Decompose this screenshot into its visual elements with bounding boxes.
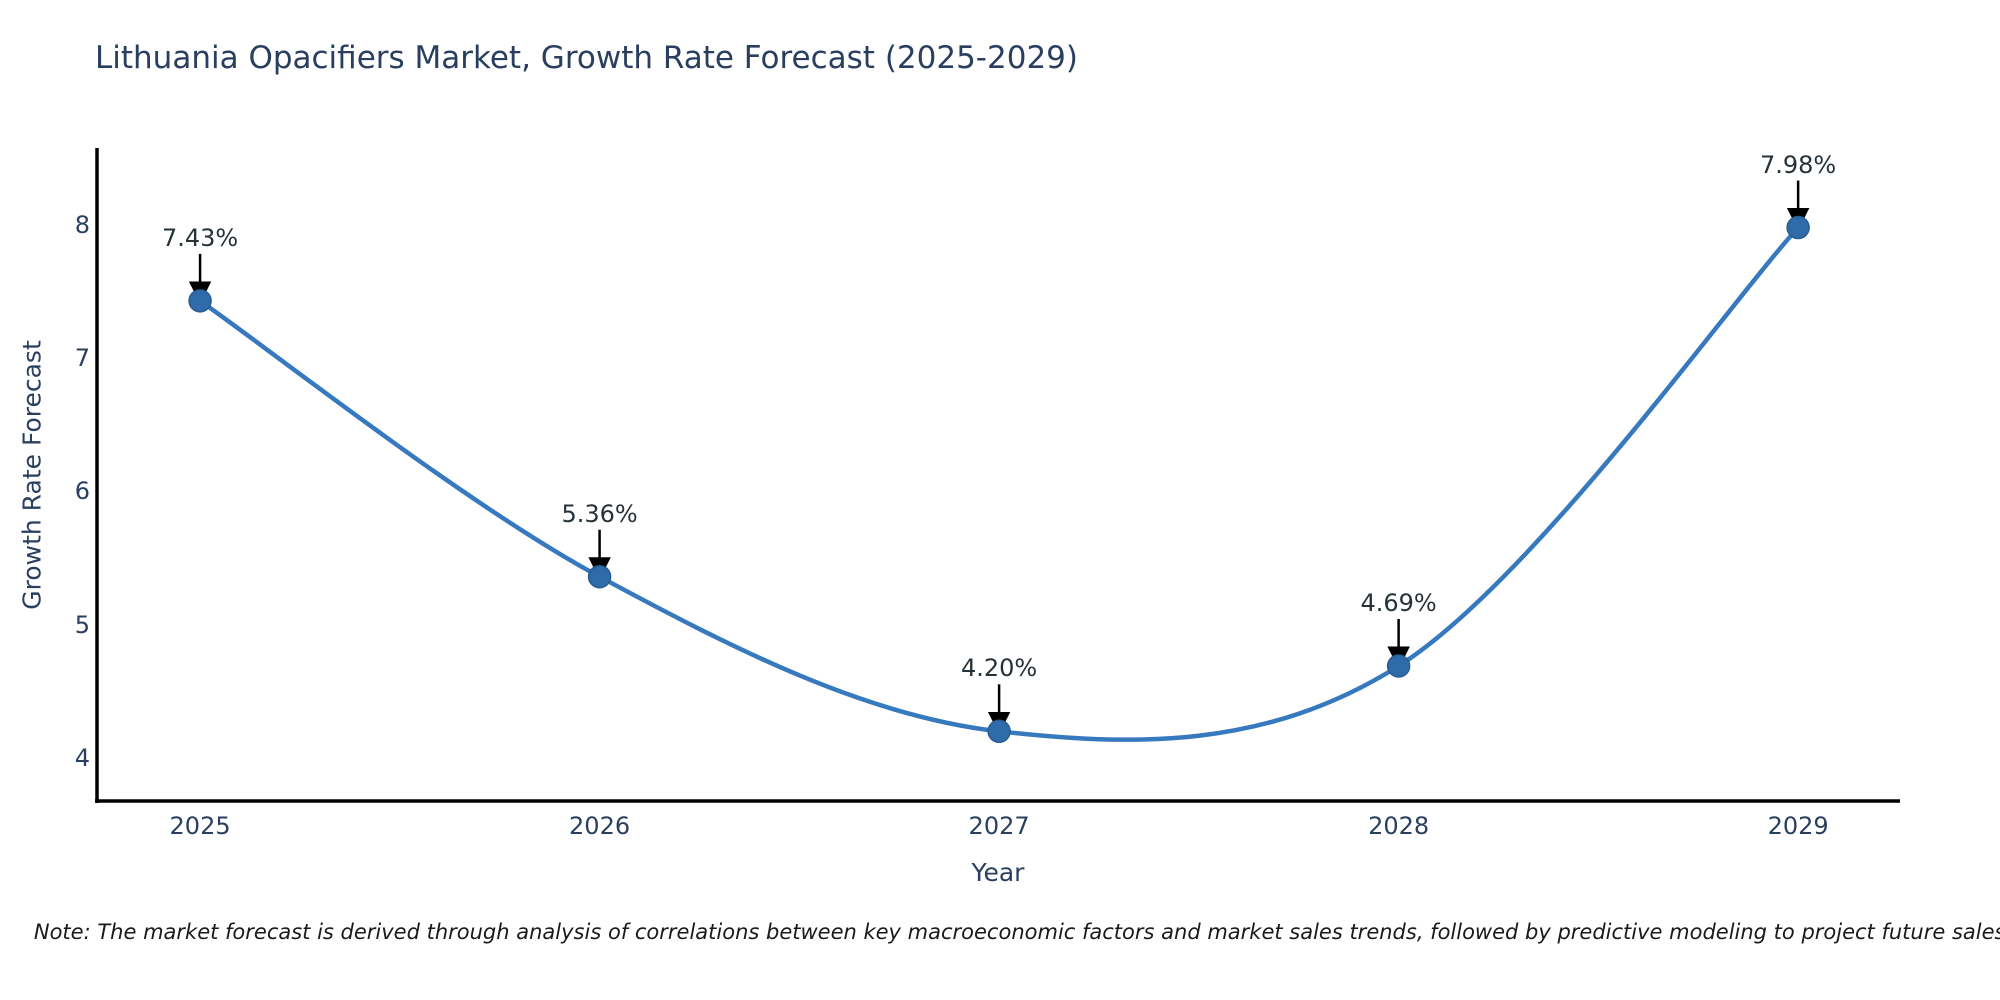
- y-tick-label: 4: [74, 743, 90, 772]
- x-tick-label: 2029: [1767, 812, 1829, 840]
- x-tick-label: 2027: [968, 812, 1030, 840]
- point-annotation: 4.69%: [1360, 589, 1437, 617]
- data-point[interactable]: [987, 719, 1011, 744]
- point-annotation: 7.43%: [161, 223, 239, 252]
- data-point[interactable]: [587, 564, 612, 589]
- footnote: Note: The market forecast is derived thr…: [33, 920, 2000, 944]
- x-tick-label: 2026: [569, 812, 631, 840]
- data-point[interactable]: [188, 289, 212, 313]
- point-annotation: 5.36%: [561, 499, 638, 528]
- point-annotation: 7.98%: [1759, 150, 1837, 179]
- data-point[interactable]: [1386, 654, 1411, 678]
- y-tick-label: 7: [74, 344, 90, 373]
- y-tick-label: 8: [74, 210, 90, 239]
- annotation-arrows: [188, 180, 1810, 735]
- x-tick-label: 2025: [169, 812, 231, 840]
- y-tick-label: 6: [74, 477, 90, 506]
- y-axis-title: Growth Rate Forecast: [17, 340, 47, 610]
- point-annotation: 4.20%: [960, 654, 1038, 683]
- x-tick-label: 2028: [1368, 812, 1430, 840]
- data-point[interactable]: [1786, 215, 1810, 240]
- chart-title: Lithuania Opacifiers Market, Growth Rate…: [95, 40, 1078, 76]
- y-tick-label: 5: [74, 610, 90, 639]
- data-point-markers[interactable]: [188, 215, 1810, 744]
- x-axis-title: Year: [971, 858, 1025, 887]
